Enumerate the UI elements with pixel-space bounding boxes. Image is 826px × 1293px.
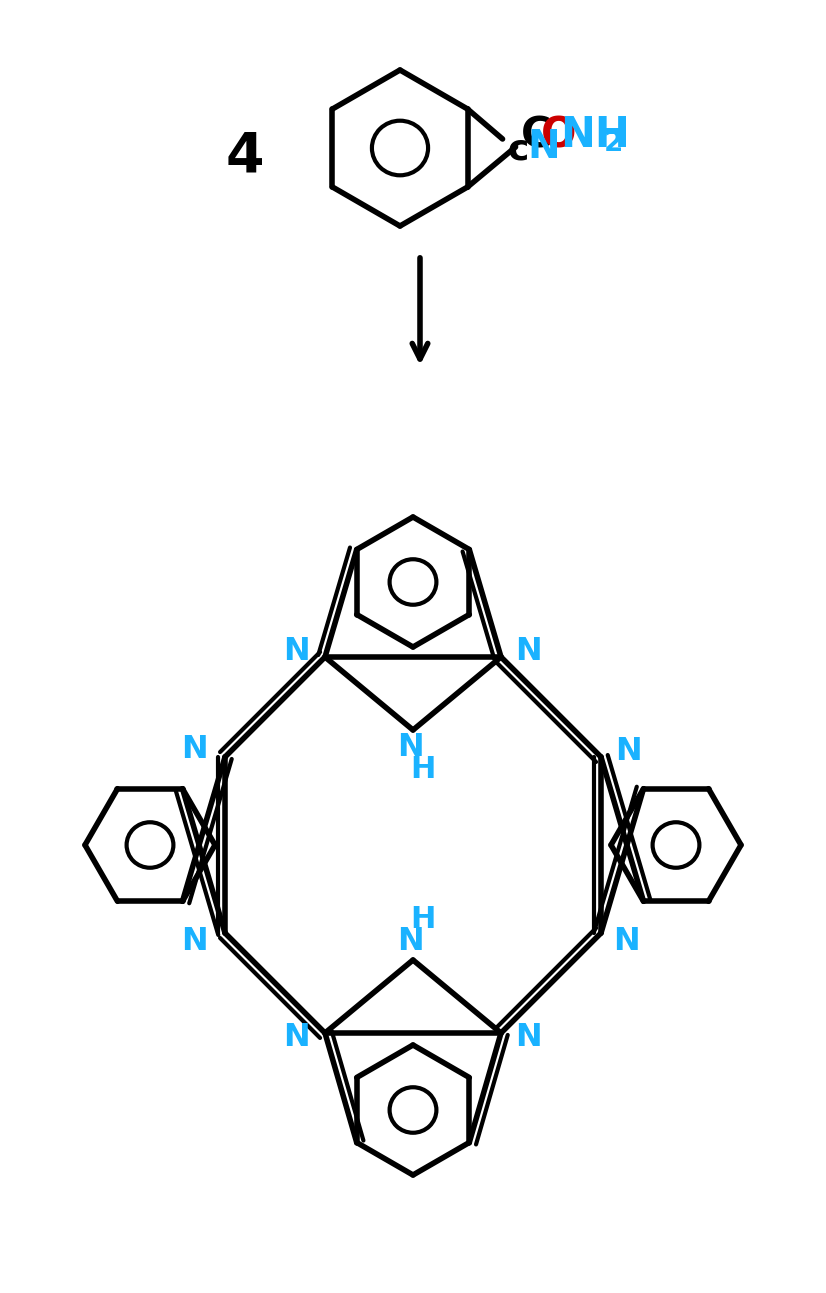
Text: N: N bbox=[615, 737, 643, 768]
Text: N: N bbox=[283, 1023, 311, 1054]
Text: NH: NH bbox=[561, 114, 630, 156]
Text: N: N bbox=[182, 926, 208, 957]
Text: H: H bbox=[411, 905, 435, 935]
Text: N: N bbox=[283, 636, 311, 667]
Text: N: N bbox=[396, 733, 424, 763]
Text: C: C bbox=[520, 114, 551, 156]
Text: 4: 4 bbox=[225, 129, 264, 184]
Text: 2: 2 bbox=[604, 129, 623, 156]
Text: N: N bbox=[613, 926, 639, 957]
Text: N: N bbox=[182, 733, 208, 764]
Text: c: c bbox=[507, 132, 529, 166]
Text: N: N bbox=[515, 1023, 543, 1054]
Text: N: N bbox=[528, 128, 560, 166]
Text: N: N bbox=[396, 927, 424, 958]
Text: N: N bbox=[515, 636, 543, 667]
Text: O: O bbox=[540, 114, 576, 156]
Text: H: H bbox=[411, 755, 435, 785]
